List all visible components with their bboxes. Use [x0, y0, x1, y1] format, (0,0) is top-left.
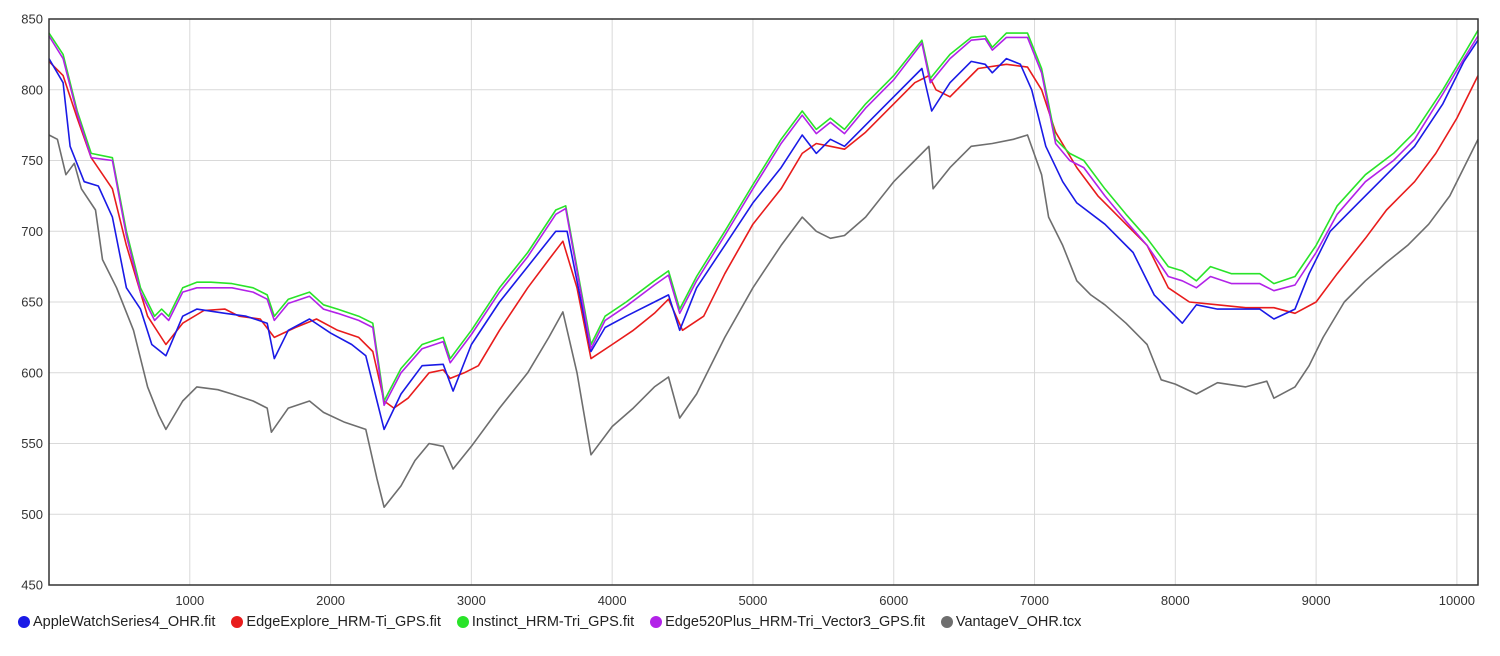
x-tick-label: 8000	[1161, 593, 1190, 606]
legend-label: Instinct_HRM-Tri_GPS.fit	[471, 614, 635, 630]
y-tick-label: 550	[21, 436, 43, 451]
y-tick-label: 450	[21, 578, 43, 593]
y-tick-label: 800	[21, 82, 43, 97]
legend-label: AppleWatchSeries4_OHR.fit	[33, 614, 216, 630]
series-line-instinct-hrm-tri-gps-fit	[48, 29, 1479, 402]
x-tick-label: 6000	[879, 593, 908, 606]
x-tick-label: 2000	[316, 593, 345, 606]
legend-marker-icon	[231, 616, 244, 628]
series-line-edge520plus-hrm-tri-vector3-gps-fit	[48, 35, 1479, 407]
legend-marker-icon	[456, 616, 469, 628]
series-line-vantagev-ohr-tcx	[48, 134, 1479, 508]
x-tick-label: 7000	[1020, 593, 1049, 606]
y-tick-label: 600	[21, 365, 43, 380]
x-tick-label: 5000	[738, 593, 767, 606]
y-tick-label: 500	[21, 507, 43, 522]
x-tick-label: 9000	[1302, 593, 1331, 606]
legend-marker-icon	[650, 616, 663, 628]
line-chart: 450 500 550 600 650 700 750 800 850 1000 2000 3000…	[21, 12, 1479, 608]
x-tick-label: 10000	[1439, 593, 1475, 606]
legend-label: Edge520Plus_HRM-Tri_Vector3_GPS.fit	[665, 614, 925, 630]
legend-label: VantageV_OHR.tcx	[955, 614, 1082, 630]
legend-item[interactable]: VantageV_OHR.tcx	[940, 614, 1082, 630]
x-tick-label: 1000	[175, 593, 204, 606]
y-tick-label: 650	[21, 295, 43, 310]
legend-item[interactable]: AppleWatchSeries4_OHR.fit	[18, 614, 215, 630]
series-lines	[48, 29, 1479, 508]
plot-frame	[48, 18, 1479, 586]
y-tick-label: 700	[21, 224, 43, 239]
y-axis-tick-labels: 450 500 550 600 650 700 750 800 850	[21, 12, 43, 593]
chart-legend: AppleWatchSeries4_OHR.fit EdgeExplore_HRM…	[18, 614, 1097, 630]
legend-item[interactable]: EdgeExplore_HRM-Ti_GPS.fit	[231, 614, 441, 630]
legend-marker-icon	[18, 616, 30, 628]
series-line-edgeexplore-hrm-ti-gps-fit	[48, 60, 1479, 409]
legend-item[interactable]: Edge520Plus_HRM-Tri_Vector3_GPS.fit	[650, 614, 925, 630]
x-tick-label: 3000	[457, 593, 486, 606]
series-line-applewatchseries4-ohr-fit	[48, 39, 1479, 431]
y-tick-label: 750	[21, 153, 43, 168]
y-tick-label: 850	[21, 12, 43, 27]
legend-label: EdgeExplore_HRM-Ti_GPS.fit	[246, 614, 441, 630]
legend-item[interactable]: Instinct_HRM-Tri_GPS.fit	[456, 614, 635, 630]
x-axis-tick-labels: 1000 2000 3000 4000 5000 6000 7000 8000 9000 1000…	[175, 593, 1475, 608]
grid-lines	[49, 19, 1478, 585]
x-tick-label: 4000	[598, 593, 627, 606]
legend-marker-icon	[940, 616, 953, 628]
